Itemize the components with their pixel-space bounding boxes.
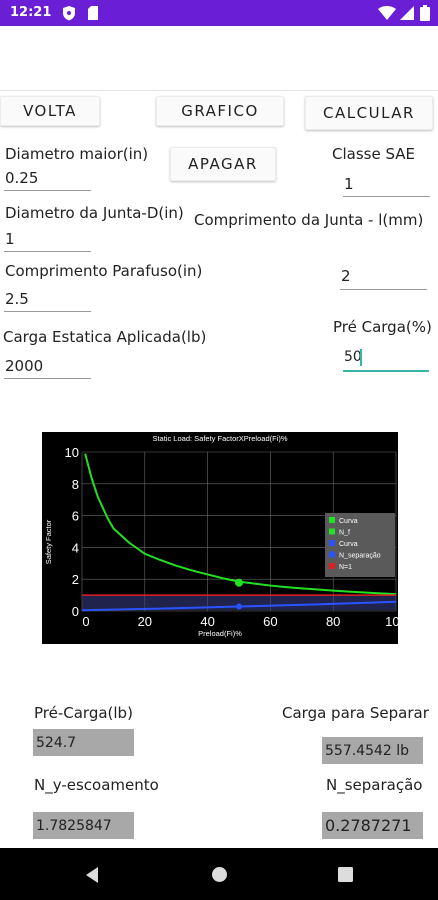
chart-y-tick-label: 0 <box>72 604 79 619</box>
chart-legend-label: Curva <box>339 541 358 548</box>
diametro-maior-label: Diametro maior(in) <box>5 145 149 163</box>
diametro-junta-input[interactable]: 1 <box>5 230 15 248</box>
sd-card-icon <box>87 5 99 25</box>
n-separacao-value: 0.2787271 <box>322 812 423 839</box>
battery-icon <box>420 5 430 25</box>
navigation-bar <box>0 848 438 900</box>
diametro-junta-label: Diametro da Junta-D(in) <box>5 204 184 222</box>
chart-legend-label: N=1 <box>339 564 352 571</box>
chart-x-tick-label: 100 <box>385 614 398 629</box>
chart-legend: Curva N_f Curva N_separação N=1 <box>325 513 395 577</box>
chart-y-axis-label: Safety Factor <box>44 519 53 564</box>
chart-y-tick-label: 2 <box>72 572 79 587</box>
carga-separar-value: 557.4542 lb <box>322 737 423 764</box>
chart-x-tick-label: 0 <box>82 614 89 629</box>
chart-x-tick-label: 80 <box>326 614 340 629</box>
classe-sae-input[interactable]: 1 <box>344 175 354 193</box>
volta-button[interactable]: VOLTA <box>0 96 100 126</box>
chart-y-tick-label: 10 <box>65 445 79 460</box>
calcular-button[interactable]: CALCULAR <box>305 96 433 130</box>
chart-title: Static Load: Safety FactorXPreload(Fi)% <box>152 434 287 443</box>
chart-legend-label: N_separação <box>339 553 381 560</box>
chart-legend-label: Curva <box>339 518 358 525</box>
chart-line-curva <box>84 453 397 596</box>
chart-legend-swatch <box>329 517 335 523</box>
chart-svg: Static Load: Safety FactorXPreload(Fi)% … <box>44 434 407 638</box>
pre-carga-pct-label: Pré Carga(%) <box>333 318 432 336</box>
diametro-maior-underline <box>4 190 91 191</box>
pre-carga-lb-value: 524.7 <box>33 729 134 756</box>
comprimento-parafuso-underline <box>4 311 91 312</box>
chart-legend-swatch <box>329 551 335 558</box>
comprimento-parafuso-input[interactable]: 2.5 <box>5 290 29 308</box>
classe-sae-underline <box>343 196 430 197</box>
chart-legend-swatch <box>329 540 335 546</box>
chart-region-band <box>82 595 396 611</box>
text-cursor <box>360 349 362 366</box>
chart-x-tick-label: 60 <box>263 614 277 629</box>
chart-x-tick-label: 40 <box>200 614 214 629</box>
wifi-icon <box>378 5 396 25</box>
safety-factor-chart: Static Load: Safety FactorXPreload(Fi)% … <box>42 432 407 644</box>
chart-point-n-separa-o <box>236 603 242 610</box>
home-icon[interactable] <box>211 866 228 887</box>
signal-icon <box>399 5 415 25</box>
shield-icon <box>62 5 76 25</box>
chart-point-n-f <box>235 578 243 587</box>
apagar-button[interactable]: APAGAR <box>170 147 276 181</box>
status-bar: 12:21 <box>0 0 438 26</box>
chart-series-group <box>81 453 397 612</box>
diametro-junta-underline <box>4 251 91 252</box>
diametro-maior-input[interactable]: 0.25 <box>5 169 39 187</box>
chart-legend-box <box>325 513 395 577</box>
chart-y-tick-label: 6 <box>72 509 79 524</box>
carga-estatica-underline <box>4 378 91 379</box>
chart-x-tick-label: 20 <box>138 614 152 629</box>
chart-legend-label: N_f <box>339 530 350 537</box>
chart-y-tick-label: 4 <box>72 540 79 555</box>
n-separacao-label: N_separação <box>326 776 423 794</box>
recents-icon[interactable] <box>338 867 353 886</box>
carga-separar-label: Carga para Separar <box>282 704 429 722</box>
comprimento-junta-input[interactable]: 2 <box>341 267 351 285</box>
chart-y-tick-label: 8 <box>72 477 79 492</box>
n-escoamento-value: 1.7825847 <box>33 812 134 839</box>
n-escoamento-label: N_y-escoamento <box>34 776 159 794</box>
comprimento-parafuso-label: Comprimento Parafuso(in) <box>5 262 203 280</box>
grafico-button[interactable]: GRAFICO <box>156 96 284 126</box>
chart-legend-swatch <box>329 563 335 569</box>
comprimento-junta-underline <box>340 289 427 290</box>
status-time: 12:21 <box>10 5 52 20</box>
carga-estatica-label: Carga Estatica Aplicada(lb) <box>3 328 207 346</box>
pre-carga-pct-input[interactable]: 50 <box>344 349 362 365</box>
pre-carga-pct-underline <box>343 370 429 372</box>
chart-x-axis-label: Preload(Fi)% <box>198 629 242 638</box>
classe-sae-label: Classe SAE <box>332 145 415 163</box>
chart-legend-swatch <box>329 528 335 535</box>
header-divider <box>0 90 438 91</box>
pre-carga-lb-label: Pré-Carga(lb) <box>34 704 133 722</box>
comprimento-junta-label: Comprimento da Junta - l(mm) <box>194 211 424 229</box>
carga-estatica-input[interactable]: 2000 <box>5 357 44 375</box>
back-icon[interactable] <box>84 866 100 888</box>
